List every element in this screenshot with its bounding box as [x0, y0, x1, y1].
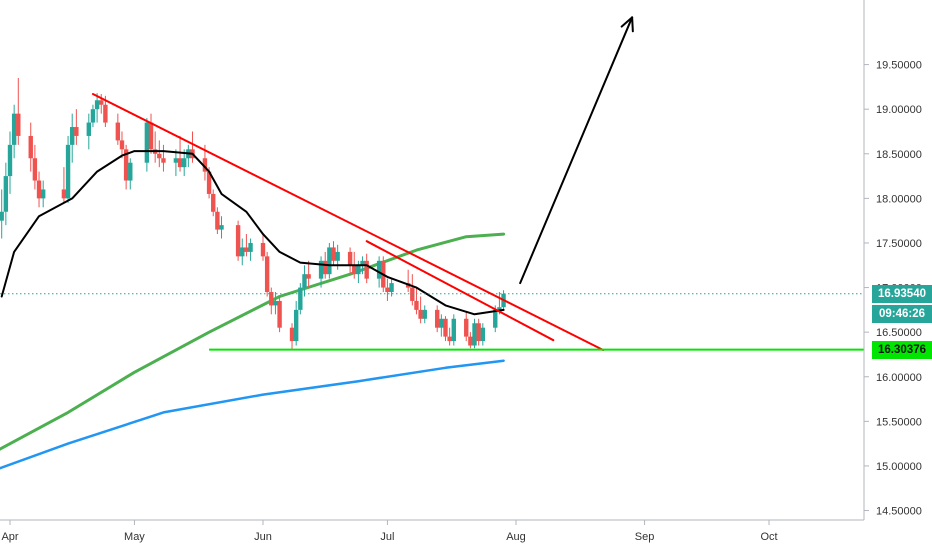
candle[interactable]	[157, 140, 162, 168]
candle[interactable]	[86, 113, 92, 150]
candle[interactable]	[123, 144, 129, 190]
candle[interactable]	[347, 247, 353, 275]
projection-arrow[interactable]	[519, 16, 634, 285]
time-tick-label: Aug	[506, 531, 526, 543]
time-tick-label: Apr	[1, 531, 18, 543]
price-tick-label: 15.00000	[876, 461, 922, 473]
candle[interactable]	[468, 332, 473, 349]
candle[interactable]	[480, 323, 486, 346]
candle[interactable]	[434, 305, 440, 333]
candle[interactable]	[264, 251, 270, 297]
support-price-badge: 16.30376	[872, 341, 932, 359]
candle[interactable]	[260, 234, 266, 261]
candle[interactable]	[293, 300, 299, 346]
candle[interactable]	[302, 265, 307, 297]
candle[interactable]	[331, 241, 336, 266]
candle[interactable]	[0, 189, 4, 239]
last-price-badge: 16.93540	[872, 285, 932, 303]
candle[interactable]	[177, 135, 183, 172]
candle[interactable]	[28, 122, 33, 172]
candle[interactable]	[115, 113, 121, 145]
candle[interactable]	[385, 278, 390, 301]
trendline-upper[interactable]	[91, 93, 605, 351]
candle[interactable]	[273, 292, 278, 315]
candle[interactable]	[90, 104, 96, 128]
candle[interactable]	[240, 238, 245, 266]
price-tick-label: 18.00000	[876, 193, 922, 205]
candles	[0, 77, 506, 350]
price-tick-label: 17.50000	[876, 238, 922, 250]
candle[interactable]	[244, 234, 249, 257]
price-tick-label: 16.00000	[876, 372, 922, 384]
candle[interactable]	[219, 216, 224, 239]
time-tick-label: Sep	[635, 531, 655, 543]
candle[interactable]	[7, 131, 13, 194]
candle[interactable]	[447, 327, 452, 346]
candle[interactable]	[327, 242, 332, 279]
price-tick-label: 19.50000	[876, 60, 922, 72]
time-tick-label: May	[124, 531, 145, 543]
trendline-lower[interactable]	[365, 240, 555, 342]
time-tick-label: Jun	[254, 531, 272, 543]
price-tick-label: 16.50000	[876, 327, 922, 339]
candle[interactable]	[439, 314, 444, 337]
candle[interactable]	[211, 189, 216, 217]
time-tick-label: Oct	[760, 531, 777, 543]
candle[interactable]	[364, 253, 369, 284]
candle[interactable]	[464, 312, 469, 342]
price-tick-label: 15.50000	[876, 416, 922, 428]
plot-area[interactable]	[0, 77, 864, 477]
candle[interactable]	[11, 104, 17, 159]
candle[interactable]	[476, 318, 481, 346]
candle[interactable]	[94, 93, 100, 123]
price-tick-label: 14.50000	[876, 506, 922, 518]
candle[interactable]	[3, 162, 9, 226]
candle[interactable]	[235, 220, 241, 261]
time-scale[interactable]: Apr May Jun Jul Aug Sep Oct	[0, 519, 864, 543]
countdown-badge: 09:46:26	[872, 305, 932, 323]
candle[interactable]	[298, 283, 303, 315]
candle[interactable]	[306, 260, 311, 288]
candle[interactable]	[173, 149, 179, 177]
sma-long-line[interactable]	[0, 359, 505, 477]
candle[interactable]	[418, 296, 423, 324]
candle[interactable]	[40, 180, 46, 208]
candle[interactable]	[422, 305, 427, 324]
candle[interactable]	[128, 158, 133, 190]
candle[interactable]	[36, 171, 42, 208]
candle[interactable]	[472, 318, 477, 349]
candle[interactable]	[289, 323, 295, 350]
candle[interactable]	[248, 238, 253, 261]
candle[interactable]	[32, 144, 38, 190]
candle[interactable]	[318, 256, 324, 288]
candle[interactable]	[144, 118, 150, 172]
candle[interactable]	[70, 113, 75, 163]
candle[interactable]	[269, 287, 274, 315]
sma-short-line[interactable]	[0, 150, 505, 316]
time-tick-label: Jul	[380, 531, 394, 543]
candle[interactable]	[119, 131, 125, 159]
candle[interactable]	[148, 113, 154, 154]
candle[interactable]	[65, 135, 71, 203]
candle[interactable]	[389, 278, 394, 297]
candle[interactable]	[161, 144, 166, 172]
price-tick-label: 18.50000	[876, 149, 922, 161]
candle[interactable]	[74, 109, 79, 145]
price-tick-label: 19.00000	[876, 104, 922, 116]
candle[interactable]	[443, 316, 448, 342]
candle[interactable]	[451, 314, 456, 346]
candle[interactable]	[414, 287, 419, 315]
candle[interactable]	[61, 167, 67, 203]
candle[interactable]	[215, 207, 220, 235]
candle[interactable]	[16, 77, 21, 145]
candle[interactable]	[277, 296, 282, 333]
